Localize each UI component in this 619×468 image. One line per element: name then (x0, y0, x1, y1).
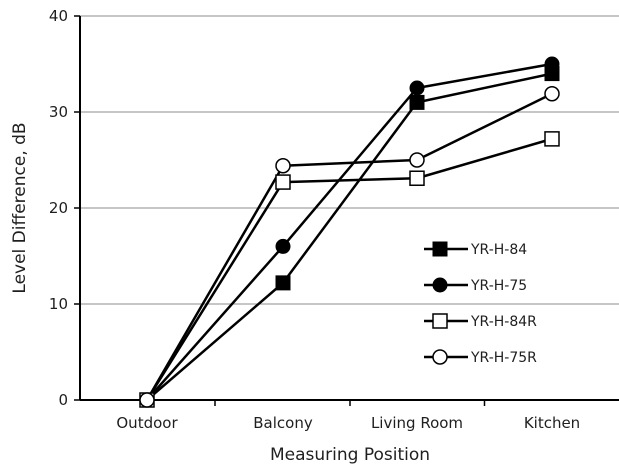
data-point-YR-H-75R-0 (139, 392, 155, 408)
y-tick-label-10: 10 (49, 295, 68, 313)
data-point-YR-H-84R-2 (409, 170, 425, 186)
data-point-YR-H-75-1 (275, 238, 291, 254)
legend-item-YR-H-84: YR-H-84 (424, 241, 527, 258)
x-tick-label-0: Outdoor (116, 414, 178, 432)
series-group (139, 56, 560, 408)
axes: 0 10 20 30 40 Outdoor Balcony Living Room Kitche… (49, 7, 619, 432)
legend-item-YR-H-75: YR-H-75 (424, 277, 527, 294)
y-tick-label-40: 40 (49, 7, 68, 25)
series-YR-H-84 (146, 72, 553, 401)
series-YR-H-84R (145, 137, 553, 401)
data-point-YR-H-75R-1 (275, 158, 291, 174)
legend-item-YR-H-75R: YR-H-75R (424, 349, 537, 366)
legend-marker-YR-H-84 (432, 241, 448, 257)
data-point-YR-H-75R-3 (544, 86, 560, 102)
legend-label-YR-H-84R: YR-H-84R (470, 314, 537, 330)
legend-label-YR-H-84: YR-H-84 (470, 242, 527, 258)
legend: YR-H-84 YR-H-75 YR-H-84R YR-H-75R (424, 241, 537, 366)
x-tick-label-3: Kitchen (524, 414, 580, 432)
data-point-YR-H-75R-2 (409, 152, 425, 168)
series-line-YR-H-84R (145, 137, 553, 401)
data-point-YR-H-75-3 (544, 56, 560, 72)
series-line-YR-H-75 (146, 62, 553, 401)
data-point-YR-H-84R-1 (275, 174, 291, 190)
y-axis-title: Level Difference, dB (10, 122, 30, 293)
series-line-YR-H-84 (146, 72, 553, 401)
series-line-YR-H-75R (145, 92, 553, 401)
legend-marker-YR-H-84R (432, 313, 448, 329)
y-tick-label-0: 0 (58, 391, 68, 409)
legend-label-YR-H-75R: YR-H-75R (470, 350, 537, 366)
legend-marker-YR-H-75 (432, 277, 448, 293)
grid-lines (80, 15, 619, 305)
data-point-YR-H-84R-3 (544, 131, 560, 147)
y-tick-label-20: 20 (49, 199, 68, 217)
legend-label-YR-H-75: YR-H-75 (470, 278, 527, 294)
x-axis-title: Measuring Position (270, 445, 430, 465)
data-point-YR-H-84-2 (409, 94, 425, 110)
series-YR-H-75R (145, 92, 553, 401)
legend-item-YR-H-84R: YR-H-84R (424, 313, 537, 330)
x-tick-label-2: Living Room (371, 414, 463, 432)
series-YR-H-75 (146, 62, 553, 401)
series-markers-YR-H-75R (139, 86, 560, 408)
data-point-YR-H-75-2 (409, 80, 425, 96)
x-tick-label-1: Balcony (253, 414, 313, 432)
data-point-YR-H-84-1 (275, 275, 291, 291)
legend-marker-YR-H-75R (432, 349, 448, 365)
y-tick-label-30: 30 (49, 103, 68, 121)
